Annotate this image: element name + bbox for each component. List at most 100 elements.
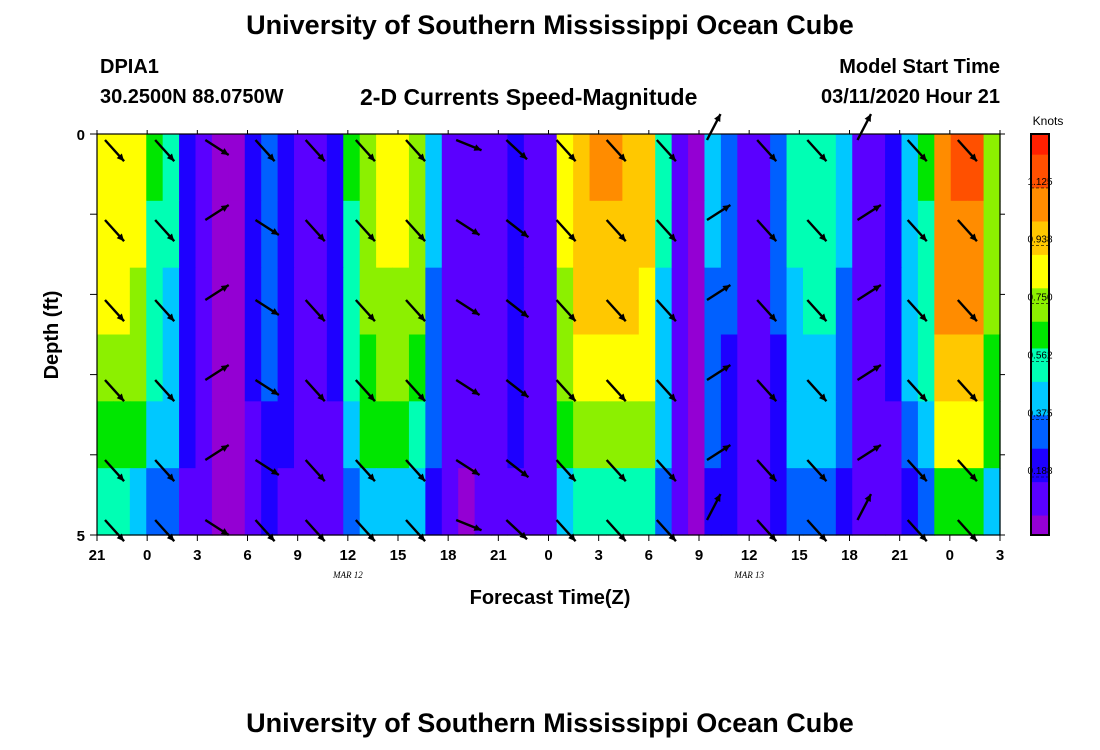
heatmap-cell <box>605 334 623 402</box>
colorbar-segment <box>1031 254 1049 262</box>
colorbar-segment <box>1031 374 1049 382</box>
heatmap-cell <box>113 334 131 402</box>
heatmap-cell <box>228 200 246 269</box>
colorbar-segment <box>1031 287 1049 295</box>
heatmap-cell <box>605 468 623 536</box>
heatmap-cell <box>819 401 837 469</box>
current-arrow-head <box>471 308 480 315</box>
heatmap-cell <box>868 134 886 202</box>
current-arrow-head <box>367 393 375 402</box>
current-arrow-head <box>270 228 279 235</box>
heatmap-cell <box>655 200 673 269</box>
heatmap-cell <box>786 401 804 469</box>
heatmap-cell <box>458 468 476 536</box>
colorbar-segment <box>1031 494 1049 503</box>
heatmap-cell <box>326 334 344 402</box>
heatmap-cell <box>343 267 361 336</box>
current-arrow-head <box>618 473 626 482</box>
heatmap-cell <box>852 401 870 469</box>
model-start-label: Model Start Time <box>839 56 1000 78</box>
heatmap-cell <box>901 401 919 469</box>
heatmap-cell <box>425 200 443 269</box>
heatmap-cell <box>97 468 115 536</box>
colorbar-segment <box>1031 147 1049 155</box>
heatmap-cell <box>97 401 115 469</box>
x-axis-ticks: 21 0 3 6 9 12 15 18 21 0 3 6 9 12 15 18 21 0 3 MAR 12 MAR 13 <box>89 130 1004 580</box>
heatmap-cell <box>129 468 147 536</box>
colorbar-frame <box>1030 133 1050 536</box>
heatmap-cell <box>589 267 607 336</box>
current-arrow-head <box>116 473 125 482</box>
heatmap-cell <box>885 134 903 202</box>
heatmap-cell <box>392 468 410 536</box>
heatmap-cell <box>376 200 394 269</box>
heatmap-cell <box>753 468 771 536</box>
heatmap-cell <box>901 200 919 269</box>
heatmap-cell <box>819 267 837 336</box>
heatmap-cell <box>934 134 952 202</box>
current-arrow-head <box>417 153 426 162</box>
heatmap-cell <box>868 200 886 269</box>
current-arrow-head <box>568 153 576 162</box>
colorbar-segment <box>1031 508 1049 516</box>
colorbar-segment <box>1031 207 1049 215</box>
heatmap-cell <box>753 200 771 269</box>
heatmap-cell <box>573 334 591 402</box>
x-day-label: MAR 13 <box>733 570 764 580</box>
current-arrow-head <box>220 205 229 212</box>
heatmap-cell <box>179 468 197 536</box>
heatmap-cell <box>228 401 246 469</box>
heatmap-cell <box>852 468 870 536</box>
heatmap-cell <box>310 468 328 536</box>
heatmap-cell <box>622 334 640 402</box>
colorbar-segment <box>1031 307 1049 316</box>
colorbar-segment <box>1031 140 1049 148</box>
heatmap-cell <box>146 334 164 402</box>
heatmap-cell <box>376 134 394 202</box>
heatmap-cell <box>261 468 279 536</box>
colorbar-segment <box>1031 267 1049 275</box>
heatmap-cell <box>458 267 476 336</box>
heatmap-cell <box>802 200 820 269</box>
heatmap-cell <box>737 134 755 202</box>
heatmap-cell <box>770 267 788 336</box>
heatmap-cell <box>211 401 229 469</box>
current-arrow-head <box>317 233 325 242</box>
heatmap-cell <box>720 200 738 269</box>
heatmap-cell <box>556 334 574 402</box>
current-arrow-head <box>618 393 626 402</box>
heatmap-cell <box>917 401 935 469</box>
heatmap-cell <box>655 468 673 536</box>
colorbar-segment <box>1031 214 1049 222</box>
colorbar-segment <box>1031 394 1049 402</box>
heatmap-cells <box>97 134 1001 536</box>
current-arrow-head <box>819 473 827 482</box>
heatmap-cell <box>277 267 295 336</box>
heatmap-cell <box>688 200 706 269</box>
current-arrows <box>104 113 978 543</box>
model-start-value: 03/11/2020 Hour 21 <box>820 86 1000 108</box>
current-arrow-head <box>220 148 229 155</box>
current-arrow-head <box>417 393 426 402</box>
heatmap-cell <box>359 401 377 469</box>
heatmap-cell <box>244 401 262 469</box>
heatmap-cell <box>277 401 295 469</box>
heatmap-cell <box>671 200 689 269</box>
current-arrow-head <box>568 233 576 242</box>
heatmap-cell <box>753 334 771 402</box>
colorbar-segment <box>1031 434 1049 443</box>
colorbar-segment <box>1031 528 1049 536</box>
colorbar-segment <box>1031 247 1049 255</box>
heatmap-cell <box>277 468 295 536</box>
heatmap-cell <box>523 468 541 536</box>
heatmap-cell <box>376 401 394 469</box>
colorbar-segment <box>1031 414 1049 422</box>
heatmap-cell <box>162 134 180 202</box>
heatmap-cell <box>179 134 197 202</box>
colorbar-segment <box>1031 234 1049 242</box>
colorbar-segment <box>1031 167 1049 175</box>
heatmap-cell <box>408 468 426 536</box>
heatmap-cell <box>474 401 492 469</box>
heatmap-cell <box>491 200 509 269</box>
station-coordinates: 30.2500N 88.0750W <box>100 86 284 108</box>
